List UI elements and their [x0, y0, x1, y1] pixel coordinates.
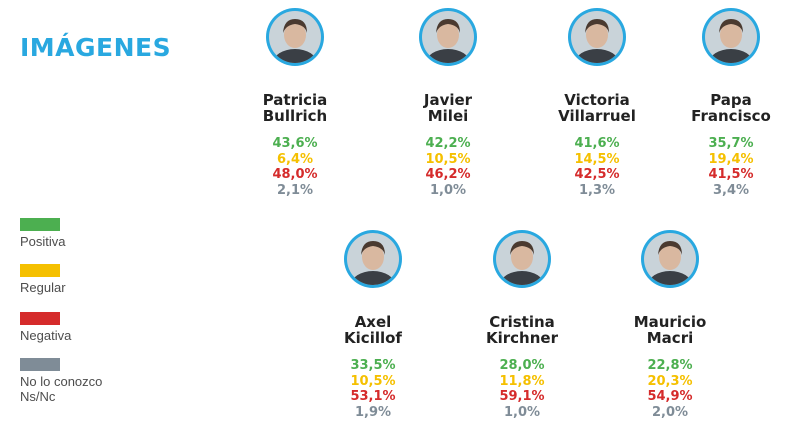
legend-label: Regular	[20, 280, 66, 295]
person-name: Patricia Bullrich	[262, 91, 328, 125]
value-no-conozco: 1,3%	[578, 182, 616, 198]
value-positiva: 43,6%	[272, 136, 318, 151]
value-no-conozco: 2,1%	[276, 182, 314, 198]
value-negativa: 42,5%	[574, 167, 620, 182]
portrait-photo	[493, 230, 551, 288]
value-regular: 11,8%	[499, 373, 545, 389]
value-positiva: 41,6%	[574, 136, 620, 151]
value-positiva: 33,5%	[350, 358, 396, 373]
page-title: IMÁGENES	[20, 33, 172, 62]
portrait-photo	[641, 230, 699, 288]
portrait-photo	[266, 8, 324, 66]
value-negativa: 41,5%	[708, 167, 754, 182]
legend-label: No lo conozco Ns/Nc	[20, 374, 103, 404]
person-name: Axel Kicillof	[344, 313, 402, 347]
legend-swatch	[20, 264, 60, 277]
value-positiva: 28,0%	[499, 358, 545, 373]
value-no-conozco: 1,9%	[354, 404, 392, 420]
value-negativa: 48,0%	[272, 167, 318, 182]
value-negativa: 54,9%	[647, 389, 693, 404]
value-regular: 14,5%	[574, 151, 620, 167]
value-negativa: 53,1%	[350, 389, 396, 404]
value-regular: 10,5%	[425, 151, 471, 167]
value-regular: 10,5%	[350, 373, 396, 389]
value-no-conozco: 1,0%	[429, 182, 467, 198]
legend-swatch	[20, 312, 60, 325]
value-negativa: 46,2%	[425, 167, 471, 182]
person-name: Cristina Kirchner	[486, 313, 558, 347]
legend-item-negativa: Negativa	[20, 312, 71, 343]
legend-item-no-conozco: No lo conozco Ns/Nc	[20, 358, 102, 404]
value-positiva: 42,2%	[425, 136, 471, 151]
value-regular: 20,3%	[647, 373, 693, 389]
value-positiva: 22,8%	[647, 358, 693, 373]
portrait-photo	[702, 8, 760, 66]
portrait-photo	[419, 8, 477, 66]
value-no-conozco: 1,0%	[503, 404, 541, 420]
value-no-conozco: 2,0%	[651, 404, 689, 420]
legend-swatch	[20, 358, 60, 371]
person-name: Papa Francisco	[691, 91, 771, 125]
value-positiva: 35,7%	[708, 136, 754, 151]
person-name: Victoria Villarruel	[558, 91, 636, 125]
value-negativa: 59,1%	[499, 389, 545, 404]
legend-swatch	[20, 218, 60, 231]
value-no-conozco: 3,4%	[712, 182, 750, 198]
portrait-photo	[344, 230, 402, 288]
person-name: Javier Milei	[423, 91, 473, 125]
legend-item-positiva: Positiva	[20, 218, 66, 249]
portrait-photo	[568, 8, 626, 66]
value-regular: 6,4%	[276, 151, 314, 167]
value-regular: 19,4%	[708, 151, 754, 167]
legend-label: Negativa	[20, 328, 72, 343]
legend-item-regular: Regular	[20, 264, 66, 295]
person-name: Mauricio Macri	[633, 313, 707, 347]
legend-label: Positiva	[20, 234, 66, 249]
